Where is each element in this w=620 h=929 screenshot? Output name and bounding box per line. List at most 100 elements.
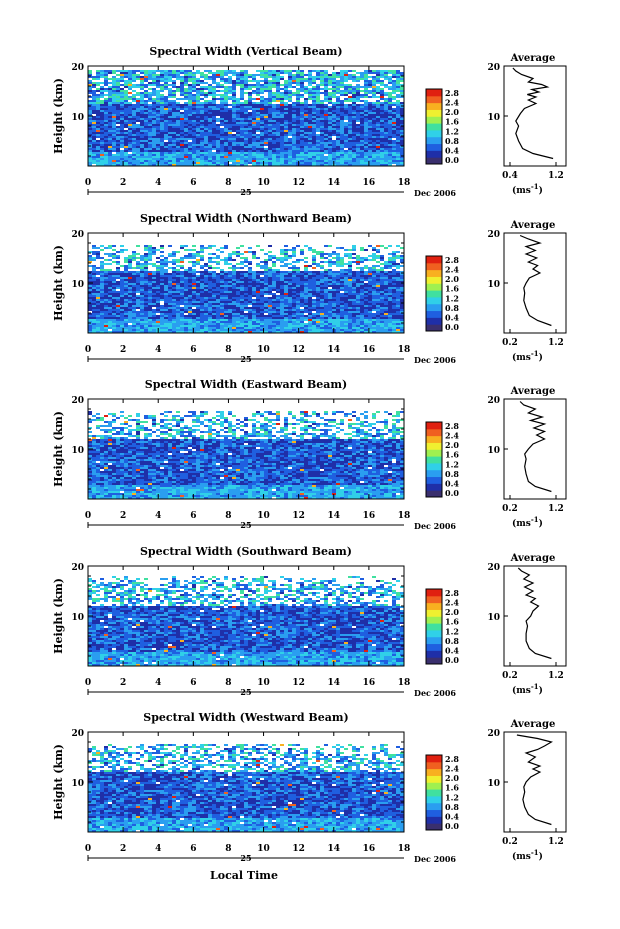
heatmap-cell [336,126,340,128]
heatmap-cell [160,325,164,327]
heatmap-cell [100,94,104,96]
heatmap-cell [100,140,104,142]
heatmap-cell [156,299,160,301]
heatmap-cell [388,106,392,108]
heatmap-cell [288,301,292,303]
heatmap-cell [196,317,200,319]
heatmap-cell [388,88,392,90]
heatmap-cell [164,144,168,146]
heatmap-cell [304,100,308,102]
heatmap-cell [100,104,104,106]
heatmap-cell [144,327,148,329]
heatmap-cell [104,152,108,154]
heatmap-cell [400,327,404,329]
heatmap-cell [172,162,176,164]
heatmap-cell [332,142,336,144]
heatmap-cell [264,74,268,76]
heatmap-cell [108,88,112,90]
heatmap-cell [228,134,232,136]
heatmap-cell [96,297,100,299]
heatmap-cell [264,86,268,88]
heatmap-cell [380,309,384,311]
heatmap-cell [288,78,292,80]
heatmap-cell [380,82,384,84]
heatmap-cell [300,76,304,78]
heatmap-cell [340,299,344,301]
heatmap-cell [244,309,248,311]
heatmap-cell [100,146,104,148]
heatmap-cell [136,138,140,140]
heatmap-cell [268,162,272,164]
heatmap-cell [352,136,356,138]
heatmap-cell [216,162,220,164]
heatmap-cell [216,142,220,144]
heatmap-cell [380,313,384,315]
heatmap-cell [204,311,208,313]
heatmap-cell [104,94,108,96]
heatmap-cell [220,98,224,100]
heatmap-cell [124,70,128,72]
heatmap-cell [144,114,148,116]
heatmap-cell [200,154,204,156]
heatmap-cell [180,136,184,138]
heatmap-cell [324,140,328,142]
heatmap-cell [324,106,328,108]
heatmap-cell [304,86,308,88]
heatmap-cell [200,140,204,142]
heatmap-cell [296,146,300,148]
heatmap-cell [264,327,268,329]
heatmap-cell [276,112,280,114]
heatmap-cell [356,299,360,301]
heatmap-cell [208,297,212,299]
heatmap-cell [88,136,92,138]
heatmap-cell [144,78,148,80]
heatmap-cell [372,158,376,160]
heatmap-cell [392,152,396,154]
heatmap-cell [124,142,128,144]
heatmap-cell [220,100,224,102]
heatmap-cell [320,126,324,128]
heatmap-cell [320,140,324,142]
heatmap-cell [316,323,320,325]
colorbar-segment [426,116,442,124]
heatmap-cell [372,84,376,86]
heatmap-cell [220,323,224,325]
heatmap-cell [220,315,224,317]
heatmap-cell [168,110,172,112]
heatmap-cell [152,74,156,76]
heatmap-cell [332,154,336,156]
heatmap-cell [228,104,232,106]
heatmap-cell [228,303,232,305]
heatmap-cell [372,164,376,166]
heatmap-cell [116,80,120,82]
heatmap-cell [280,164,284,166]
heatmap-cell [300,329,304,331]
heatmap-cell [92,144,96,146]
heatmap-cell [124,152,128,154]
heatmap-cell [116,104,120,106]
heatmap-cell [200,92,204,94]
heatmap-cell [132,100,136,102]
heatmap-cell [292,102,296,104]
heatmap-cell [96,110,100,112]
heatmap-cell [392,110,396,112]
heatmap-cell [88,90,92,92]
heatmap-cell [308,128,312,130]
heatmap-cell [116,114,120,116]
heatmap-cell [220,307,224,309]
heatmap-cell [116,90,120,92]
heatmap-cell [124,80,128,82]
heatmap-cell [172,142,176,144]
heatmap-cell [196,323,200,325]
heatmap-cell [364,82,368,84]
heatmap-cell [260,132,264,134]
heatmap-cell [248,84,252,86]
heatmap-cell [296,104,300,106]
heatmap-cell [240,313,244,315]
heatmap-cell [164,148,168,150]
heatmap-cell [332,116,336,118]
heatmap-cell [388,158,392,160]
heatmap-cell [384,72,388,74]
heatmap-cell [372,299,376,301]
heatmap-cell [320,114,324,116]
